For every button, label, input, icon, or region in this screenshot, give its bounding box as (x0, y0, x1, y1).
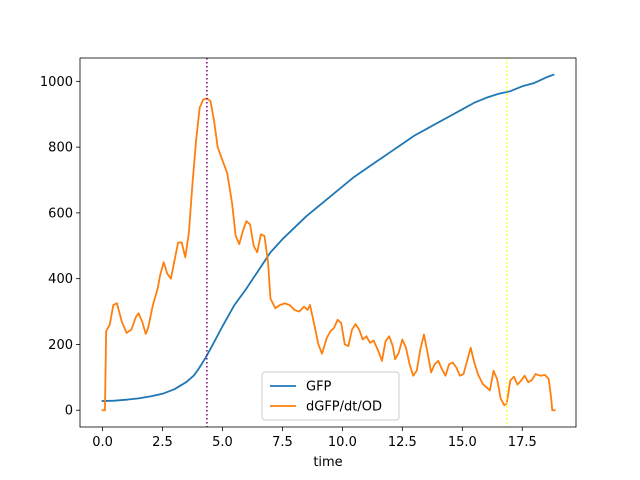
legend: GFP dGFP/dt/OD (261, 371, 400, 421)
legend-entry: dGFP/dt/OD (306, 400, 382, 415)
x-tick-label: 17.5 (508, 435, 537, 450)
x-tick-label: 15.0 (448, 435, 477, 450)
legend-box (261, 371, 400, 421)
axes: 0.0 2.5 5.0 7.5 10.0 12.5 15.0 17.5 0 200 400 600 80… (40, 57, 577, 450)
x-tick-label: 10.0 (328, 435, 357, 450)
x-tick-label: 12.5 (388, 435, 417, 450)
y-tick-label: 1000 (40, 75, 73, 90)
y-tick-label: 0 (65, 404, 73, 419)
y-tick-label: 200 (48, 338, 73, 353)
legend-entry: GFP (306, 380, 332, 395)
series-line-dgfp-dt-od (101, 97, 556, 412)
axes-frame (79, 57, 577, 428)
series-line-gfp (101, 73, 555, 402)
x-tick-label: 7.5 (272, 435, 293, 450)
y-tick-label: 600 (48, 206, 73, 221)
y-tick-label: 400 (48, 272, 73, 287)
x-tick-label: 2.5 (152, 435, 173, 450)
x-tick-label: 5.0 (212, 435, 233, 450)
x-tick-label: 0.0 (92, 435, 113, 450)
x-axis-label: time (313, 455, 342, 470)
plot-area (101, 58, 556, 427)
y-tick-label: 800 (48, 141, 73, 156)
